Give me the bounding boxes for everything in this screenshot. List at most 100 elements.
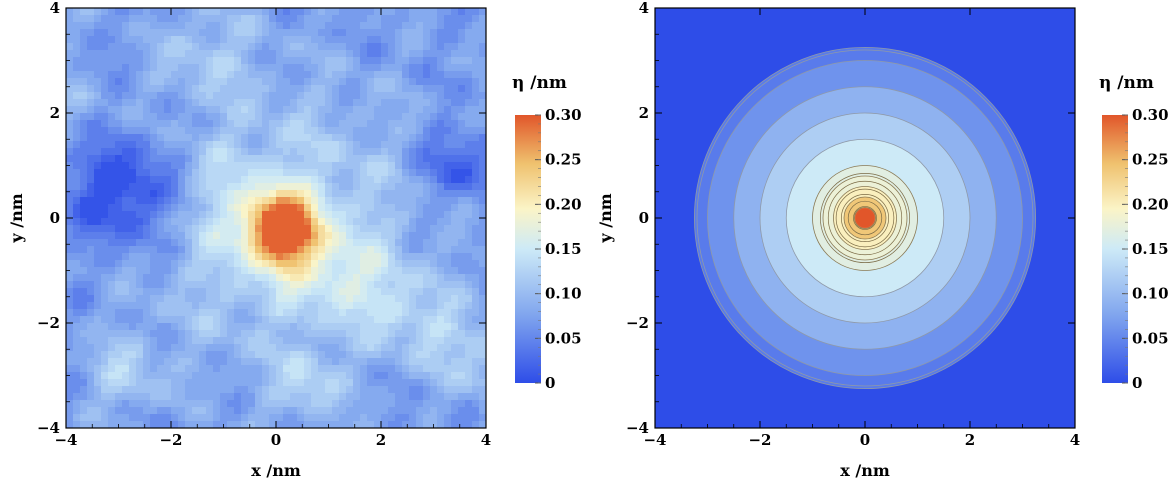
left-contour-cell <box>115 120 123 128</box>
left-contour-cell <box>388 15 396 23</box>
left-contour-cell <box>115 71 123 79</box>
left-contour-cell <box>66 106 74 114</box>
left-contour-cell <box>241 281 249 289</box>
left-contour-cell <box>416 421 424 428</box>
left-contour-cell <box>108 211 116 219</box>
left-contour-cell <box>283 309 291 317</box>
left-contour-cell <box>101 92 109 100</box>
left-contour-cell <box>451 379 459 387</box>
left-contour-cell <box>374 400 382 408</box>
left-contour-cell <box>437 169 445 177</box>
left-contour-cell <box>94 183 102 191</box>
left-contour-cell <box>367 302 375 310</box>
left-contour-cell <box>115 197 123 205</box>
left-contour-cell <box>206 358 214 366</box>
left-contour-cell <box>276 274 284 282</box>
left-contour-cell <box>332 218 340 226</box>
left-contour-cell <box>444 92 452 100</box>
left-contour-cell <box>353 260 361 268</box>
left-contour-cell <box>262 246 270 254</box>
left-contour-cell <box>241 414 249 422</box>
left-contour-cell <box>444 169 452 177</box>
left-contour-cell <box>108 253 116 261</box>
left-contour-cell <box>213 260 221 268</box>
left-contour-cell <box>479 365 486 373</box>
left-contour-cell <box>339 407 347 415</box>
left-contour-cell <box>87 393 95 401</box>
left-contour-cell <box>192 239 200 247</box>
left-contour-cell <box>304 393 312 401</box>
left-contour-cell <box>465 29 473 37</box>
left-contour-cell <box>479 295 486 303</box>
left-contour-cell <box>409 302 417 310</box>
left-contour-cell <box>178 316 186 324</box>
left-contour-cell <box>430 316 438 324</box>
left-contour-cell <box>353 106 361 114</box>
left-contour-cell <box>479 358 486 366</box>
left-contour-cell <box>143 267 151 275</box>
left-contour-cell <box>381 211 389 219</box>
left-contour-cell <box>227 29 235 37</box>
left-contour-cell <box>171 372 179 380</box>
left-contour-cell <box>283 148 291 156</box>
left-contour-cell <box>276 225 284 233</box>
left-contour-cell <box>311 85 319 93</box>
left-contour-cell <box>402 386 410 394</box>
left-contour-cell <box>346 57 354 65</box>
left-contour-cell <box>304 57 312 65</box>
left-contour-cell <box>346 211 354 219</box>
left-contour-cell <box>164 330 172 338</box>
left-contour-cell <box>171 288 179 296</box>
left-contour-cell <box>388 267 396 275</box>
left-contour-cell <box>227 183 235 191</box>
left-contour-cell <box>73 393 81 401</box>
left-contour-cell <box>332 295 340 303</box>
left-contour-cell <box>101 71 109 79</box>
left-contour-cell <box>136 22 144 30</box>
left-contour-cell <box>143 253 151 261</box>
left-contour-cell <box>283 414 291 422</box>
left-contour-cell <box>171 106 179 114</box>
left-contour-cell <box>423 323 431 331</box>
left-contour-cell <box>479 421 486 428</box>
left-contour-cell <box>178 351 186 359</box>
left-contour-cell <box>269 148 277 156</box>
left-contour-cell <box>80 169 88 177</box>
left-contour-cell <box>136 414 144 422</box>
left-contour-cell <box>192 155 200 163</box>
left-contour-cell <box>143 113 151 121</box>
left-contour-cell <box>255 29 263 37</box>
left-contour-cell <box>241 337 249 345</box>
left-contour-cell <box>206 379 214 387</box>
left-contour-cell <box>213 162 221 170</box>
left-contour-cell <box>409 197 417 205</box>
left-contour-cell <box>220 274 228 282</box>
left-contour-cell <box>395 50 403 58</box>
left-contour-cell <box>416 330 424 338</box>
left-contour-cell <box>458 29 466 37</box>
left-contour-cell <box>255 197 263 205</box>
left-contour-cell <box>339 22 347 30</box>
left-contour-cell <box>164 176 172 184</box>
left-contour-cell <box>80 204 88 212</box>
left-contour-cell <box>395 316 403 324</box>
left-contour-cell <box>367 85 375 93</box>
left-contour-cell <box>395 225 403 233</box>
left-contour-cell <box>360 57 368 65</box>
left-contour-cell <box>437 218 445 226</box>
left-contour-cell <box>381 372 389 380</box>
right-y-tick-label: 4 <box>639 0 649 17</box>
left-contour-cell <box>178 302 186 310</box>
left-contour-cell <box>171 302 179 310</box>
left-contour-cell <box>269 302 277 310</box>
left-contour-cell <box>213 407 221 415</box>
left-contour-cell <box>129 246 137 254</box>
left-contour-cell <box>94 393 102 401</box>
left-contour-cell <box>199 239 207 247</box>
left-contour-cell <box>304 372 312 380</box>
left-contour-cell <box>136 162 144 170</box>
left-contour-cell <box>164 155 172 163</box>
left-contour-cell <box>416 190 424 198</box>
left-contour-cell <box>367 414 375 422</box>
left-contour-cell <box>150 22 158 30</box>
